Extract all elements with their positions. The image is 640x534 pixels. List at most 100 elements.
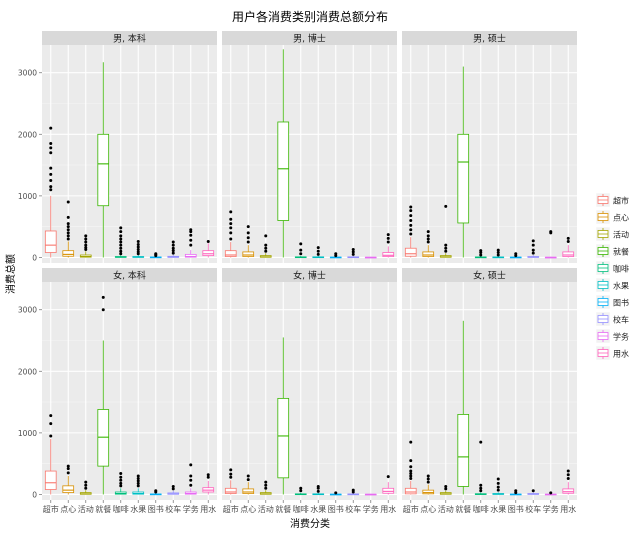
outlier-point (119, 226, 123, 230)
outlier-point (229, 475, 233, 479)
box-iqr (404, 247, 417, 257)
facet-strip (222, 268, 397, 282)
outlier-point (136, 239, 140, 243)
outlier-point (66, 237, 70, 241)
outlier-point (351, 252, 355, 256)
box-校车 (167, 484, 180, 495)
outlier-point (351, 488, 355, 492)
facet-strip (42, 31, 217, 45)
outlier-point (479, 249, 483, 253)
box-iqr (422, 251, 435, 257)
outlier-point (136, 245, 140, 249)
box-学务 (184, 228, 197, 258)
box-活动 (439, 484, 452, 495)
outlier-point (206, 475, 210, 479)
box-图书 (509, 489, 522, 496)
outlier-point (119, 484, 123, 488)
x-tick-label: 水果 (310, 504, 326, 514)
outlier-point (316, 246, 320, 250)
outlier-point (531, 239, 535, 243)
x-tick-label: 学务 (543, 504, 559, 514)
x-tick-label: 图书 (328, 504, 344, 514)
outlier-point (171, 251, 175, 255)
x-tick-label: 超市 (223, 504, 239, 514)
outlier-point (229, 237, 233, 241)
box-图书 (329, 252, 342, 259)
outlier-point (264, 486, 268, 490)
box-iqr (202, 250, 215, 257)
outlier-point (334, 252, 338, 256)
outlier-point (409, 440, 413, 444)
outlier-point (496, 248, 500, 252)
outlier-point (496, 481, 500, 485)
outlier-point (66, 228, 70, 232)
outlier-point (444, 487, 448, 491)
outlier-point (101, 295, 105, 299)
outlier-point (84, 234, 88, 238)
outlier-point (246, 478, 250, 482)
box-咖啡 (294, 242, 307, 259)
box-水果 (492, 248, 505, 259)
outlier-point (229, 226, 233, 230)
outlier-point (479, 486, 483, 490)
box-活动 (79, 234, 92, 258)
outlier-point (119, 252, 123, 256)
outlier-point (49, 146, 53, 150)
box-用水 (202, 473, 215, 495)
x-tick-label: 水果 (490, 504, 506, 514)
y-tick-label: 0 (32, 490, 37, 499)
x-tick-label: 学务 (183, 504, 199, 514)
outlier-point (264, 234, 268, 238)
outlier-point (171, 246, 175, 250)
box-iqr (44, 230, 57, 253)
outlier-point (49, 414, 53, 418)
x-tick-label: 活动 (438, 504, 454, 514)
x-tick-label: 活动 (258, 504, 274, 514)
legend-item: 点心 (595, 209, 629, 225)
outlier-point (119, 472, 123, 476)
outlier-point (496, 477, 500, 481)
legend-label: 活动 (613, 230, 629, 240)
box-图书 (149, 489, 162, 496)
box-iqr (44, 470, 57, 490)
box-就餐 (97, 62, 110, 258)
box-iqr (382, 252, 395, 257)
box-iqr (62, 485, 75, 494)
outlier-point (189, 483, 193, 487)
outlier-point (566, 236, 570, 240)
outlier-point (66, 234, 70, 238)
outlier-point (426, 234, 430, 238)
facet-panel: 女, 博士 (222, 268, 397, 500)
outlier-point (479, 253, 483, 257)
outlier-point (566, 476, 570, 480)
y-tick-label: 3000 (18, 69, 37, 78)
outlier-point (84, 480, 88, 484)
box-学务 (184, 463, 197, 495)
outlier-point (119, 243, 123, 247)
x-tick-label: 超市 (43, 504, 59, 514)
outlier-point (49, 126, 53, 130)
outlier-point (171, 484, 175, 488)
outlier-point (246, 474, 250, 478)
x-tick-label: 咖啡 (473, 504, 489, 514)
box-就餐 (97, 295, 110, 495)
outlier-point (154, 252, 158, 256)
outlier-point (206, 239, 210, 243)
facet-strip (222, 31, 397, 45)
x-axis-title: 消费分类 (290, 517, 330, 530)
outlier-point (229, 210, 233, 214)
x-tick-label: 校车 (345, 504, 361, 514)
outlier-point (119, 234, 123, 238)
box-用水 (202, 239, 215, 258)
outlier-point (531, 243, 535, 247)
x-tick-label: 就餐 (95, 504, 111, 514)
x-tick-label: 用水 (200, 504, 216, 514)
facet-label: 女, 硕士 (473, 270, 506, 282)
legend-label: 学务 (613, 332, 629, 342)
y-tick-label: 2000 (18, 130, 37, 139)
x-axis-layer: 超市 点心 活动 就餐 咖啡 水果 图书 校车 学务 用水 超市 点心 活动 就餐 咖啡 水果 图书 校车 学务 用水… (43, 500, 576, 514)
outlier-point (496, 485, 500, 489)
box-点心 (62, 464, 75, 495)
outlier-point (409, 459, 413, 463)
outlier-point (189, 243, 193, 247)
